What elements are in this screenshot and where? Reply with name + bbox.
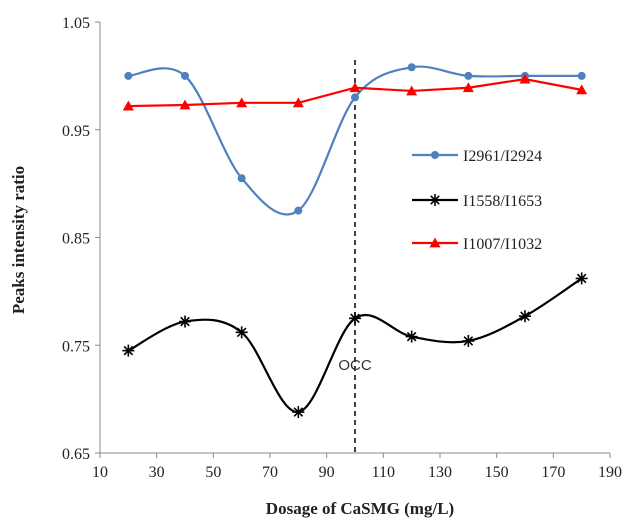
data-point bbox=[351, 93, 359, 102]
data-point bbox=[292, 97, 304, 108]
data-point bbox=[122, 344, 135, 357]
data-point bbox=[406, 85, 418, 96]
data-point bbox=[294, 206, 303, 215]
series-2 bbox=[122, 73, 588, 111]
star-marker-stroke bbox=[293, 407, 304, 417]
data-point bbox=[576, 84, 588, 95]
data-point bbox=[181, 71, 189, 80]
star-marker-stroke bbox=[463, 336, 474, 346]
data-point bbox=[462, 82, 474, 93]
axes: 10 30 50 70 90 110 130 150 170 190 0.65 0.75 0.85 0.9… bbox=[62, 15, 622, 481]
star-marker-stroke bbox=[180, 316, 190, 327]
star-marker-stroke bbox=[236, 327, 247, 338]
data-point bbox=[577, 71, 586, 80]
x-tick-label: 50 bbox=[205, 464, 221, 481]
x-tick-label: 190 bbox=[598, 464, 622, 481]
data-point bbox=[237, 174, 246, 183]
star-marker-stroke bbox=[350, 313, 360, 324]
occ-label: OCC bbox=[338, 357, 372, 374]
data-point bbox=[464, 71, 473, 80]
data-point bbox=[179, 315, 191, 328]
legend-label: I1558/I1653 bbox=[463, 193, 542, 210]
data-point bbox=[519, 73, 531, 84]
data-point bbox=[575, 272, 588, 285]
x-tick-label: 110 bbox=[372, 464, 395, 481]
y-tick-label: 0.85 bbox=[62, 231, 90, 248]
data-point bbox=[122, 100, 134, 111]
star-marker-stroke bbox=[520, 311, 530, 321]
star-marker-stroke bbox=[406, 331, 417, 342]
data-point bbox=[405, 330, 418, 343]
series-layer bbox=[122, 63, 588, 419]
data-point bbox=[235, 326, 248, 339]
series-line bbox=[128, 65, 582, 216]
legend-label: I1007/I1032 bbox=[463, 236, 542, 253]
data-point bbox=[349, 312, 361, 325]
y-tick-label: 0.95 bbox=[62, 123, 90, 140]
data-point bbox=[179, 99, 191, 110]
legend-entry: I2961/I2924 bbox=[412, 148, 542, 165]
legend-entry: I1007/I1032 bbox=[412, 236, 542, 253]
legend-marker bbox=[429, 194, 441, 206]
legend-label: I2961/I2924 bbox=[463, 148, 542, 165]
x-tick-label: 30 bbox=[149, 464, 165, 481]
star-marker-stroke bbox=[430, 195, 440, 205]
x-tick-label: 70 bbox=[262, 464, 278, 481]
series-line bbox=[127, 277, 583, 414]
data-point bbox=[124, 71, 133, 80]
y-tick-label: 1.05 bbox=[62, 15, 90, 32]
y-axis-title: Peaks intensity ratio bbox=[9, 166, 28, 314]
legend-marker bbox=[431, 151, 439, 159]
star-marker-stroke bbox=[576, 273, 587, 284]
data-point bbox=[349, 82, 361, 93]
data-point bbox=[292, 406, 305, 419]
data-point bbox=[236, 97, 248, 108]
series-0 bbox=[124, 63, 586, 216]
data-point bbox=[519, 310, 531, 323]
legend: I2961/I2924 I1558/I1653 I1007/I1032 bbox=[412, 148, 542, 253]
x-tick-label: 150 bbox=[485, 464, 509, 481]
x-tick-label: 130 bbox=[428, 464, 452, 481]
x-tick-label: 10 bbox=[92, 464, 108, 481]
x-tick-label: 170 bbox=[541, 464, 565, 481]
star-marker-stroke bbox=[123, 345, 134, 356]
annotations: OCC bbox=[338, 60, 372, 453]
data-point bbox=[462, 334, 475, 347]
data-point bbox=[407, 63, 416, 72]
x-axis-title: Dosage of CaSMG (mg/L) bbox=[266, 499, 454, 518]
y-tick-label: 0.75 bbox=[62, 338, 90, 355]
y-tick-label: 0.65 bbox=[62, 446, 90, 463]
legend-entry: I1558/I1653 bbox=[412, 193, 542, 210]
series-1 bbox=[122, 272, 588, 419]
x-tick-label: 90 bbox=[319, 464, 335, 481]
legend-marker bbox=[429, 237, 441, 248]
